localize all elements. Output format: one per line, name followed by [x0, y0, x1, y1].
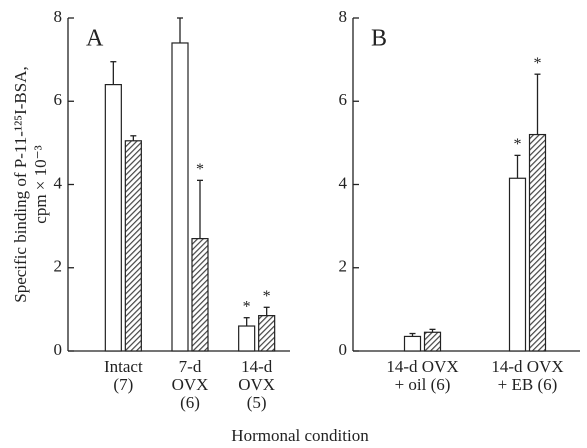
bar — [238, 325, 256, 352]
y-tick-label: 2 — [54, 257, 63, 276]
significance-marker: * — [534, 55, 542, 72]
bar — [423, 331, 442, 352]
y-tick-label: 6 — [54, 90, 63, 109]
significance-marker: * — [263, 288, 271, 305]
x-tick-label: 7-d — [179, 357, 202, 376]
significance-marker: * — [243, 298, 251, 315]
x-tick-label: (5) — [247, 393, 267, 412]
panel-label: A — [86, 26, 104, 52]
y-axis-label: Specific binding of P-11-¹²⁵I-BSA, — [11, 66, 30, 302]
y-tick-label: 0 — [54, 340, 63, 359]
x-tick-label: (7) — [113, 375, 133, 394]
bar — [171, 42, 189, 352]
bar — [104, 83, 122, 352]
y-tick-label: 2 — [339, 257, 348, 276]
x-tick-label: (6) — [180, 393, 200, 412]
bar — [403, 335, 422, 352]
significance-marker: * — [514, 136, 522, 153]
bar — [191, 238, 209, 352]
y-axis-label: cpm × 10⁻³ — [31, 145, 50, 223]
x-tick-label: Intact — [104, 357, 143, 376]
y-tick-label: 6 — [339, 90, 348, 109]
x-tick-label: 14-d — [241, 357, 273, 376]
bar — [508, 177, 527, 352]
y-tick-label: 4 — [339, 173, 348, 192]
x-tick-label: + oil (6) — [395, 375, 451, 394]
x-tick-label: OVX — [172, 375, 209, 394]
x-axis-label: Hormonal condition — [231, 426, 369, 445]
significance-marker: * — [196, 161, 204, 178]
y-tick-label: 0 — [339, 340, 348, 359]
bar — [124, 140, 142, 352]
panel-label: B — [371, 26, 387, 52]
bar — [258, 315, 276, 352]
y-tick-label: 8 — [54, 7, 63, 26]
x-tick-label: 14-d OVX — [491, 357, 563, 376]
y-tick-label: 4 — [54, 173, 63, 192]
bar — [528, 133, 547, 352]
x-tick-label: 14-d OVX — [386, 357, 458, 376]
x-tick-label: + EB (6) — [498, 375, 558, 394]
y-tick-label: 8 — [339, 7, 348, 26]
x-tick-label: OVX — [238, 375, 275, 394]
